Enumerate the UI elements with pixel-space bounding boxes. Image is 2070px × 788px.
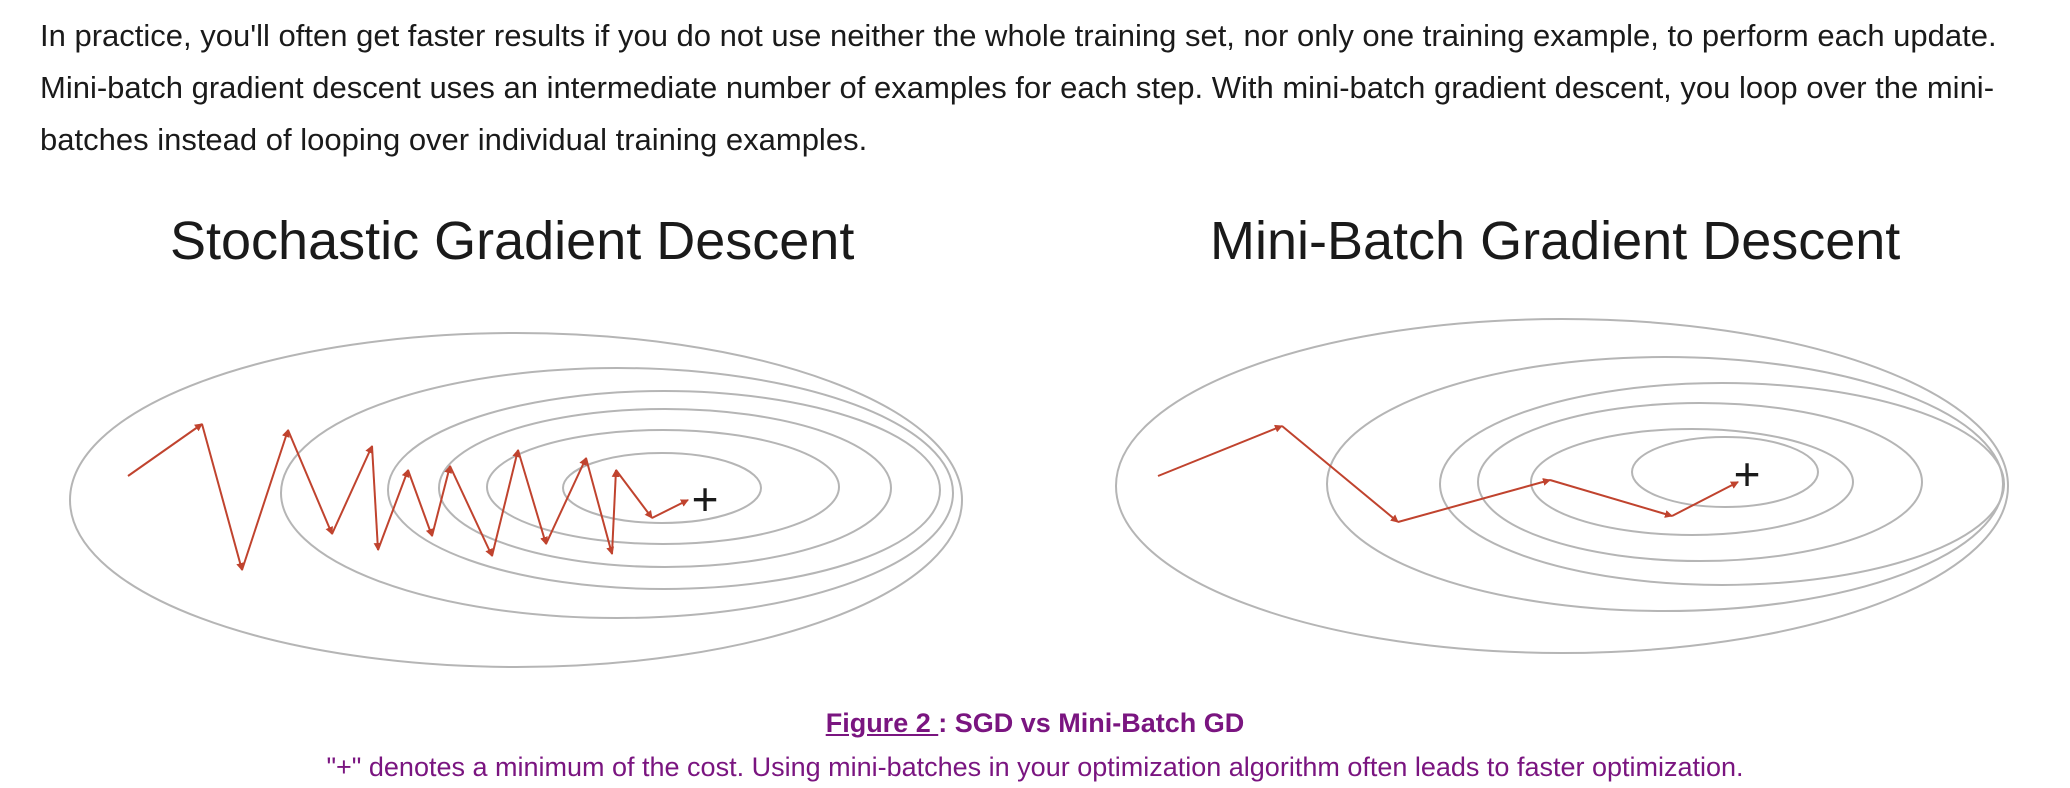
sgd-step	[431, 465, 453, 537]
intro-text: In practice, you'll often get faster res…	[40, 18, 1997, 157]
minibatch-contour-1	[1115, 318, 2009, 654]
sgd-contour-2	[280, 367, 954, 619]
intro-paragraph: In practice, you'll often get faster res…	[40, 10, 2040, 166]
minibatch-path	[1157, 424, 1739, 523]
minibatch-contour-3	[1439, 382, 2005, 586]
caption-heading: SGD vs Mini-Batch GD	[954, 708, 1245, 738]
minibatch-panel-title: Mini-Batch Gradient Descent	[1210, 211, 1901, 271]
gradient-descent-diagram: + +	[69, 318, 2009, 668]
sgd-step	[615, 469, 653, 519]
minibatch-contours	[1115, 318, 2009, 654]
minibatch-contour-6	[1631, 436, 1819, 508]
minibatch-step	[1549, 479, 1673, 518]
sgd-step	[287, 429, 333, 535]
minibatch-contour-5	[1530, 428, 1854, 536]
sgd-step	[449, 465, 493, 557]
sgd-step	[377, 469, 410, 551]
sgd-panel-title: Stochastic Gradient Descent	[170, 211, 855, 271]
minibatch-minimum-marker: +	[1734, 448, 1761, 500]
sgd-contour-3	[387, 390, 941, 590]
minibatch-step	[1397, 478, 1551, 523]
minibatch-contour-2	[1326, 356, 2004, 612]
sgd-contour-1	[69, 332, 963, 668]
minibatch-step	[1281, 425, 1399, 523]
sgd-path	[127, 423, 689, 571]
sgd-contours	[69, 332, 963, 668]
sgd-step	[241, 429, 290, 571]
sgd-step	[545, 457, 587, 545]
sgd-minimum-marker: +	[692, 473, 719, 525]
sgd-step	[651, 499, 689, 519]
minibatch-contour-4	[1477, 402, 1923, 562]
figure-link[interactable]: Figure 2	[825, 708, 939, 738]
sgd-step	[611, 469, 620, 555]
sgd-contour-5	[486, 429, 840, 545]
minibatch-step	[1671, 481, 1739, 517]
sgd-step	[331, 445, 373, 535]
sgd-step	[585, 457, 615, 555]
sgd-contour-4	[438, 408, 892, 568]
figure-caption-text: "+" denotes a minimum of the cost. Using…	[326, 752, 1744, 782]
sgd-step	[127, 423, 203, 477]
figure-caption-title: Figure 2 : SGD vs Mini-Batch GD	[0, 708, 2070, 739]
sgd-contour-6	[562, 452, 762, 524]
sgd-step	[491, 449, 521, 557]
sgd-step	[517, 449, 548, 545]
sgd-step	[407, 469, 434, 537]
sgd-step	[201, 423, 245, 571]
caption-separator: :	[938, 708, 955, 738]
minibatch-step	[1157, 424, 1283, 477]
sgd-step	[371, 445, 382, 551]
